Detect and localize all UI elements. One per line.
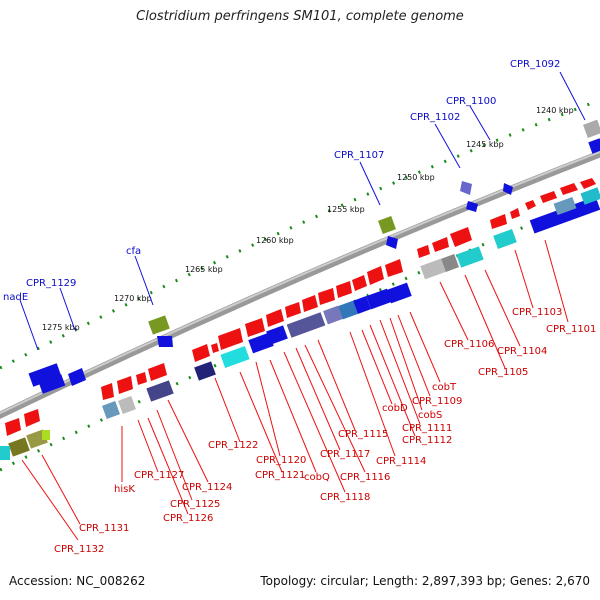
gene-label: CPR_1105	[478, 367, 528, 378]
gene-label: cobQ	[304, 472, 330, 483]
blue-gene-labels: CPR_1092 CPR_1100 CPR_1102 CPR_1107 cfa …	[3, 59, 560, 303]
gene-label: CPR_1117	[320, 449, 370, 460]
gene-label: CPR_1125	[170, 499, 220, 510]
forward-genes	[5, 178, 596, 436]
map-title: Clostridium perfringens SM101, complete …	[136, 9, 464, 24]
gene-label: CPR_1102	[410, 112, 460, 123]
reverse-genes	[0, 119, 600, 460]
gene-label: cobD	[382, 403, 408, 414]
gene-label: CPR_1116	[340, 472, 390, 483]
gene-label: CPR_1106	[444, 339, 494, 350]
gene-label: CPR_1107	[334, 150, 384, 161]
gene-label: CPR_1112	[402, 435, 452, 446]
tick-label: 1275 kbp	[42, 323, 80, 332]
gene-label: CPR_1124	[182, 482, 232, 493]
gene-label: CPR_1115	[338, 429, 388, 440]
accession-text: Accession: NC_008262	[9, 574, 146, 588]
gene-label: CPR_1092	[510, 59, 560, 70]
gene-label: CPR_1111	[402, 423, 452, 434]
gene-label: CPR_1127	[134, 470, 184, 481]
gene-label: CPR_1132	[54, 544, 104, 555]
tick-label: 1240 kbp	[536, 106, 574, 115]
topology-text: Topology: circular; Length: 2,897,393 bp…	[260, 574, 590, 588]
tick-label: 1265 kbp	[185, 265, 223, 274]
gene-label: cobT	[432, 382, 457, 393]
tick-label: 1260 kbp	[256, 236, 294, 245]
gene-label: cobS	[418, 410, 442, 421]
tick-label: 1255 kbp	[327, 205, 365, 214]
gene-label: CPR_1103	[512, 307, 562, 318]
gene-label: CPR_1122	[208, 440, 258, 451]
gene-label: hisK	[114, 484, 135, 495]
tick-label: 1270 kbp	[114, 294, 152, 303]
gene-label: CPR_1131	[79, 523, 129, 534]
gene-label: CPR_1109	[412, 396, 462, 407]
tick-label: 1245 kbp	[466, 140, 504, 149]
gene-label: CPR_1101	[546, 324, 596, 335]
red-gene-labels: CPR_1101 CPR_1103 CPR_1104 CPR_1105 CPR_…	[54, 307, 596, 555]
tick-label: 1250 kbp	[397, 173, 435, 182]
gene-label: CPR_1104	[497, 346, 547, 357]
gene-label: CPR_1126	[163, 513, 213, 524]
gene-label: nadE	[3, 292, 28, 303]
tick-labels: 1240 kbp 1245 kbp 1250 kbp 1255 kbp 1260…	[42, 106, 574, 332]
gene-label: CPR_1129	[26, 278, 76, 289]
red-leaders	[21, 239, 569, 541]
blue-leaders	[19, 71, 586, 351]
gene-label: CPR_1100	[446, 96, 496, 107]
gene-label: CPR_1120	[256, 455, 306, 466]
gene-label: CPR_1114	[376, 456, 426, 467]
gene-label: CPR_1121	[255, 470, 305, 481]
gene-label: cfa	[126, 246, 141, 257]
gene-label: CPR_1118	[320, 492, 370, 503]
